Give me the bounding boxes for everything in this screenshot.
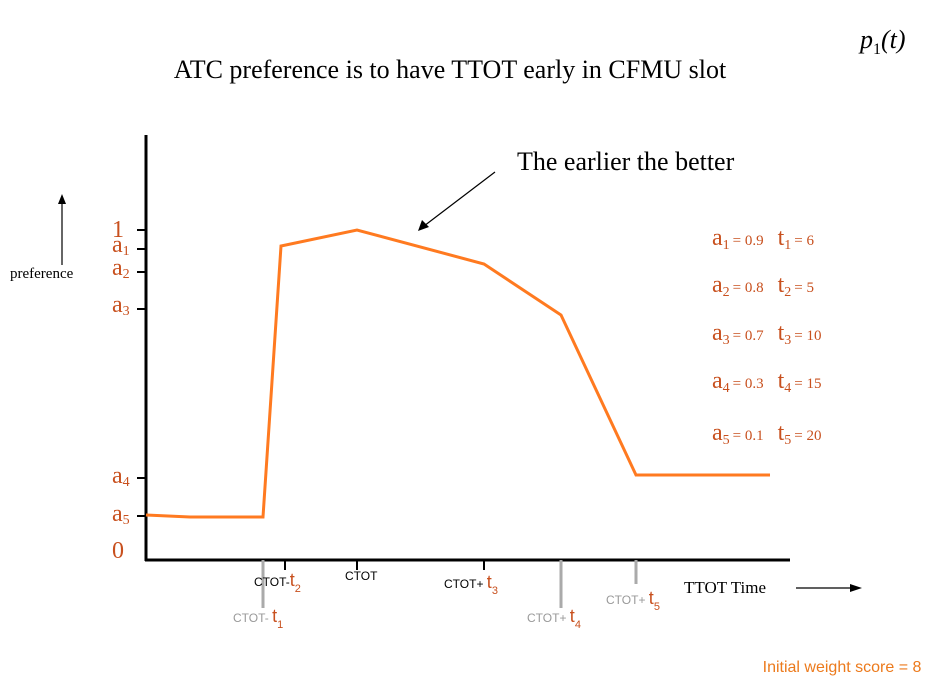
y-tick-label: 0 [112,538,124,564]
param-value: = 5 [794,280,814,296]
tick-sub: 3 [492,585,498,597]
param-value: = 15 [794,376,821,392]
param-row: a3 = 0.7 t3 = 10 [712,320,822,348]
tick-sub: 2 [295,583,301,595]
param-t: t [778,272,785,298]
param-value: = 0.1 [733,428,764,444]
y-tick-label: 1 [112,217,124,243]
tick-sub: 5 [123,513,130,528]
x-axis-label: TTOT Time [684,578,766,597]
y-tick-label: a4 [112,463,130,490]
param-a: a [712,272,723,298]
param-row: a1 = 0.9 t1 = 6 [712,225,815,253]
param-sub: 2 [723,285,730,300]
y-tick-label: a5 [112,501,130,528]
annotation-arrow [423,171,496,227]
tick-main: a [112,292,123,318]
param-sub: 4 [784,381,791,396]
param-sub: 4 [723,381,730,396]
param-sub: 1 [784,238,791,253]
tick-prefix: CTOT- [254,575,290,589]
x-tick-label: CTOT-t2 [254,570,301,595]
param-a: a [712,320,723,346]
arrow-head [58,194,66,204]
tick-var: t [290,570,295,590]
tick-main: a [112,232,123,258]
param-row: a2 = 0.8 t2 = 5 [712,272,814,300]
tick-prefix: CTOT [345,569,378,583]
param-sub: 5 [723,433,730,448]
title: ATC preference is to have TTOT early in … [174,55,727,84]
param-a: a [712,420,723,446]
param-value: = 10 [794,328,821,344]
param-t: t [778,320,785,346]
param-row: a4 = 0.3 t4 = 15 [712,368,822,396]
y-tick-label: a1 [112,232,130,259]
annotation: The earlier the better [517,147,735,176]
x-tick-label: CTOT- t1 [233,606,283,631]
tick-main: 0 [112,538,124,564]
tick-sub: 4 [123,475,130,490]
param-sub: 3 [784,333,791,348]
tick-prefix: CTOT+ [527,611,570,625]
param-sub: 5 [784,433,791,448]
param-value: = 20 [794,428,821,444]
tick-sub: 4 [575,619,581,631]
x-tick-label: CTOT [345,569,378,583]
param-t: t [778,420,785,446]
param-t: t [778,368,785,394]
tick-sub: 5 [654,601,660,613]
tick-var: t [570,606,575,626]
param-row: a5 = 0.1 t5 = 20 [712,420,822,448]
tick-sub: 2 [123,267,130,282]
tick-main: 1 [112,217,124,243]
param-value: = 6 [794,233,814,249]
y-tick-label: a2 [112,255,130,282]
param-value: = 0.7 [733,328,764,344]
tick-prefix: CTOT+ [444,577,487,591]
param-sub: 2 [784,285,791,300]
footer: Initial weight score = 8 [763,659,922,676]
tick-prefix: CTOT+ [606,593,649,607]
tick-sub: 1 [123,244,130,259]
param-t: t [778,225,785,251]
param-a: a [712,368,723,394]
function-label: p1(t) [858,25,906,58]
tick-sub: 3 [123,304,130,319]
x-tick-label: CTOT+ t3 [444,572,498,597]
tick-main: a [112,501,123,527]
y-ticks [137,229,485,570]
y-tick-label: a3 [112,292,130,319]
tick-var: t [272,606,277,626]
param-value: = 0.8 [733,280,764,296]
arrow-head [850,584,862,592]
tick-var: t [487,572,492,592]
tick-var: t [649,588,654,608]
arrow-head [418,220,429,231]
tick-sub: 1 [277,619,283,631]
preference-curve [145,228,770,519]
param-a: a [712,225,723,251]
param-value: = 0.3 [733,376,764,392]
x-tick-label: CTOT+ t4 [527,606,581,631]
x-tick-label: CTOT+ t5 [606,588,660,613]
param-sub: 1 [723,238,730,253]
tick-main: a [112,255,123,281]
tick-main: a [112,463,123,489]
tick-prefix: CTOT- [233,611,272,625]
param-value: = 0.9 [733,233,764,249]
param-sub: 3 [723,333,730,348]
x-ticks-gray [261,560,638,608]
y-axis-label: preference [10,266,74,282]
